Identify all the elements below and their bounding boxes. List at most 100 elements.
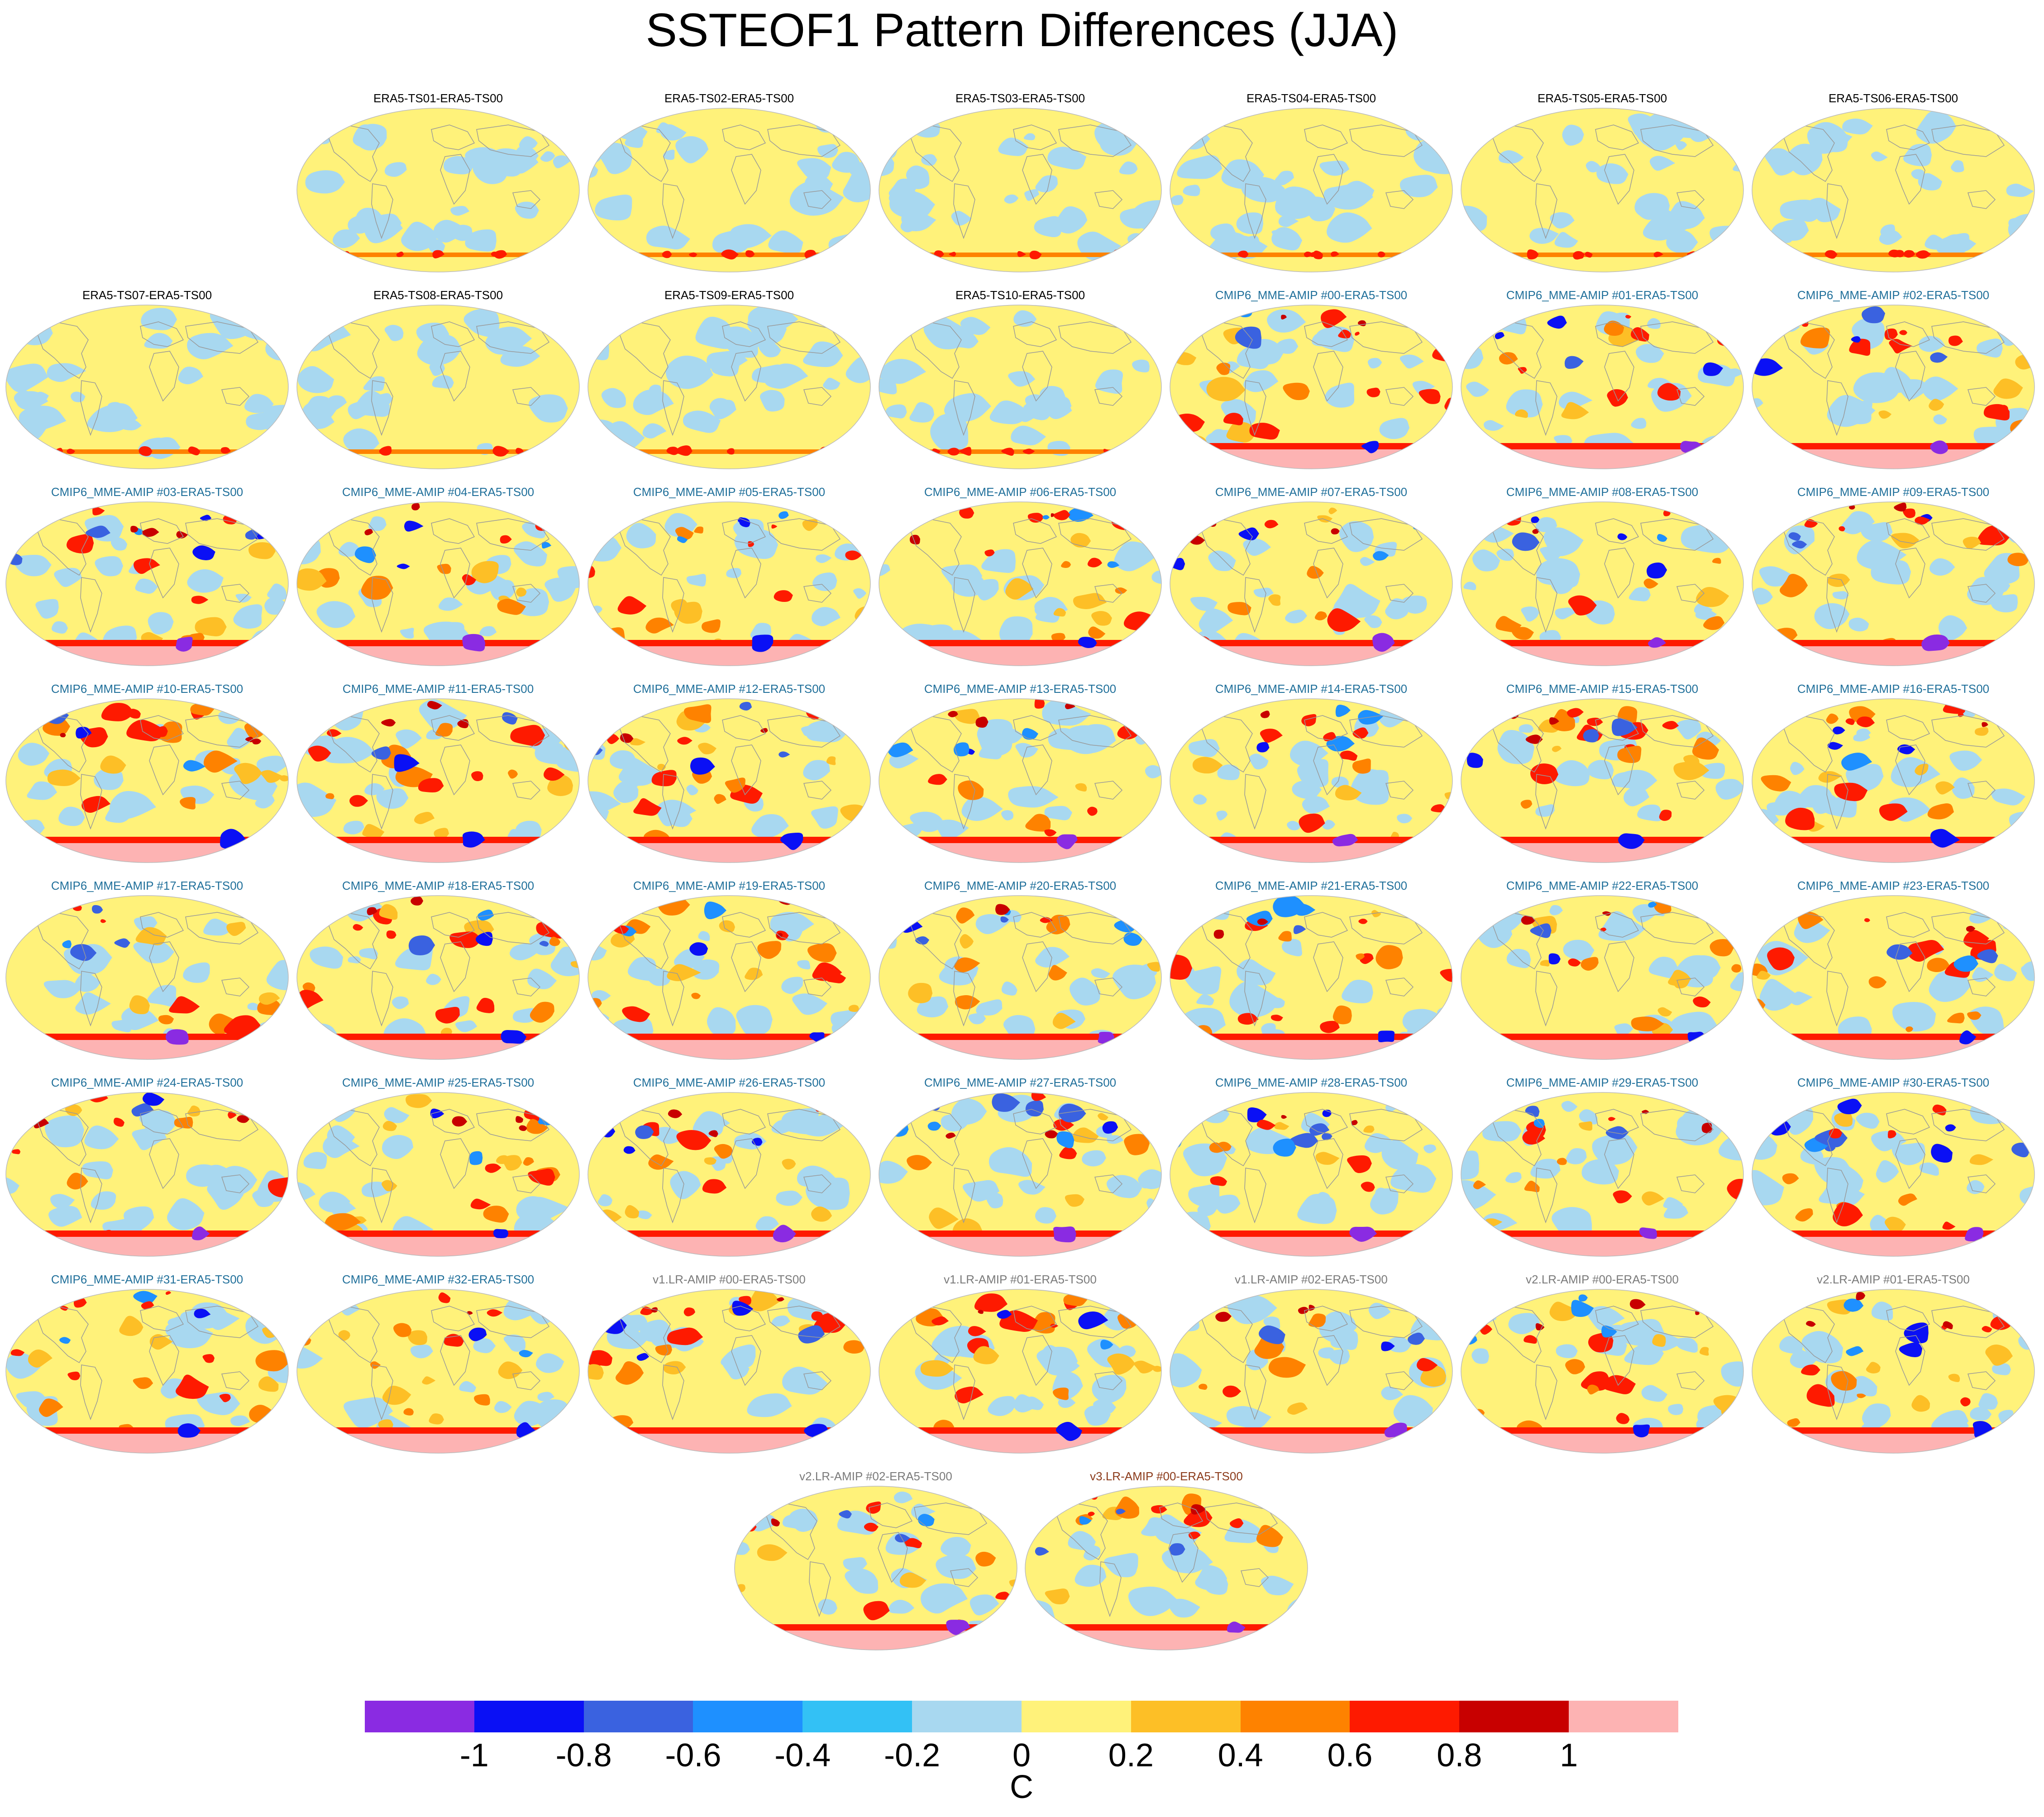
panel-label: CMIP6_MME-AMIP #06-ERA5-TS00: [924, 485, 1117, 499]
world-map: [5, 305, 289, 469]
world-map: [1752, 1289, 2035, 1454]
world-map: [879, 1289, 1162, 1454]
world-map: [879, 501, 1162, 666]
world-map: [1752, 501, 2035, 666]
world-map: [5, 501, 289, 666]
map-panel: v3.LR-AMIP #00-ERA5-TS00: [1024, 1469, 1309, 1659]
panel-label: CMIP6_MME-AMIP #15-ERA5-TS00: [1506, 682, 1699, 696]
colorbar-cell: [583, 1701, 693, 1732]
panel-label: CMIP6_MME-AMIP #19-ERA5-TS00: [633, 879, 826, 892]
panel-label: v2.LR-AMIP #00-ERA5-TS00: [1526, 1273, 1679, 1286]
map-panel: CMIP6_MME-AMIP #25-ERA5-TS00: [296, 1075, 581, 1265]
world-map: [1461, 1092, 1744, 1257]
colorbar: [365, 1701, 1678, 1732]
world-map: [1752, 108, 2035, 272]
map-panel: CMIP6_MME-AMIP #29-ERA5-TS00: [1460, 1075, 1745, 1265]
panel-label: ERA5-TS05-ERA5-TS00: [1537, 91, 1667, 105]
panel-label: CMIP6_MME-AMIP #24-ERA5-TS00: [51, 1076, 244, 1089]
world-map: [1752, 305, 2035, 469]
colorbar-cell: [1240, 1701, 1350, 1732]
panel-label: ERA5-TS09-ERA5-TS00: [664, 288, 794, 302]
world-map: [5, 1092, 289, 1257]
world-map: [1461, 501, 1744, 666]
map-panel: CMIP6_MME-AMIP #03-ERA5-TS00: [5, 484, 290, 674]
world-map: [5, 895, 289, 1060]
world-map: [587, 1289, 871, 1454]
world-map: [1170, 698, 1453, 863]
panel-label: CMIP6_MME-AMIP #10-ERA5-TS00: [51, 682, 244, 696]
panel-label: ERA5-TS01-ERA5-TS00: [373, 91, 503, 105]
map-panel: CMIP6_MME-AMIP #21-ERA5-TS00: [1169, 878, 1454, 1068]
panel-label: CMIP6_MME-AMIP #05-ERA5-TS00: [633, 485, 826, 499]
map-panel: CMIP6_MME-AMIP #05-ERA5-TS00: [587, 484, 872, 674]
panel-label: ERA5-TS02-ERA5-TS00: [664, 91, 794, 105]
map-panel: v2.LR-AMIP #00-ERA5-TS00: [1460, 1272, 1745, 1462]
map-panel: CMIP6_MME-AMIP #00-ERA5-TS00: [1169, 287, 1454, 477]
panel-label: ERA5-TS06-ERA5-TS00: [1828, 91, 1958, 105]
map-panel: CMIP6_MME-AMIP #04-ERA5-TS00: [296, 484, 581, 674]
colorbar-tick-label: 0.6: [1327, 1737, 1373, 1774]
map-panel: CMIP6_MME-AMIP #26-ERA5-TS00: [587, 1075, 872, 1265]
panel-label: CMIP6_MME-AMIP #31-ERA5-TS00: [51, 1273, 244, 1286]
map-panel: ERA5-TS08-ERA5-TS00: [296, 287, 581, 477]
colorbar-cell: [1350, 1701, 1460, 1732]
colorbar-cells: [365, 1701, 1678, 1732]
panel-label: ERA5-TS08-ERA5-TS00: [373, 288, 503, 302]
colorbar-tick-label: -1: [459, 1737, 489, 1774]
world-map: [1752, 895, 2035, 1060]
panel-label: CMIP6_MME-AMIP #23-ERA5-TS00: [1797, 879, 1990, 892]
panel-label: CMIP6_MME-AMIP #16-ERA5-TS00: [1797, 682, 1990, 696]
panel-label: v3.LR-AMIP #00-ERA5-TS00: [1090, 1469, 1243, 1483]
panel-label: CMIP6_MME-AMIP #28-ERA5-TS00: [1215, 1076, 1408, 1089]
map-panel: CMIP6_MME-AMIP #20-ERA5-TS00: [878, 878, 1163, 1068]
map-panel: CMIP6_MME-AMIP #01-ERA5-TS00: [1460, 287, 1745, 477]
colorbar-tick-label: 1: [1560, 1737, 1578, 1774]
world-map: [1461, 895, 1744, 1060]
world-map: [1170, 895, 1453, 1060]
figure-title: SSTEOF1 Pattern Differences (JJA): [645, 4, 1399, 57]
map-panel: v1.LR-AMIP #02-ERA5-TS00: [1169, 1272, 1454, 1462]
colorbar-tick-label: -0.8: [555, 1737, 612, 1774]
map-panel: v2.LR-AMIP #01-ERA5-TS00: [1751, 1272, 2036, 1462]
world-map: [296, 305, 580, 469]
world-map: [296, 895, 580, 1060]
colorbar-cell: [1459, 1701, 1569, 1732]
colorbar-cell: [1021, 1701, 1131, 1732]
colorbar-cell: [802, 1701, 912, 1732]
map-panel: CMIP6_MME-AMIP #11-ERA5-TS00: [296, 681, 581, 871]
colorbar-cell: [912, 1701, 1022, 1732]
colorbar-cell: [693, 1701, 803, 1732]
world-map: [1461, 108, 1744, 272]
map-panel: CMIP6_MME-AMIP #16-ERA5-TS00: [1751, 681, 2036, 871]
world-map: [734, 1486, 1017, 1650]
world-map: [5, 1289, 289, 1454]
panel-label: ERA5-TS03-ERA5-TS00: [955, 91, 1085, 105]
map-panel: v1.LR-AMIP #00-ERA5-TS00: [587, 1272, 872, 1462]
world-map: [879, 698, 1162, 863]
map-panel: ERA5-TS06-ERA5-TS00: [1751, 91, 2036, 281]
map-panel: CMIP6_MME-AMIP #07-ERA5-TS00: [1169, 484, 1454, 674]
map-panel: CMIP6_MME-AMIP #22-ERA5-TS00: [1460, 878, 1745, 1068]
map-panel: ERA5-TS02-ERA5-TS00: [587, 91, 872, 281]
world-map: [879, 108, 1162, 272]
panel-label: CMIP6_MME-AMIP #08-ERA5-TS00: [1506, 485, 1699, 499]
world-map: [296, 108, 580, 272]
map-panel: CMIP6_MME-AMIP #28-ERA5-TS00: [1169, 1075, 1454, 1265]
panel-label: CMIP6_MME-AMIP #03-ERA5-TS00: [51, 485, 244, 499]
colorbar-tick-label: 0.2: [1108, 1737, 1154, 1774]
colorbar-cell: [1569, 1701, 1678, 1732]
world-map: [1461, 305, 1744, 469]
panel-label: CMIP6_MME-AMIP #27-ERA5-TS00: [924, 1076, 1117, 1089]
map-panel: CMIP6_MME-AMIP #23-ERA5-TS00: [1751, 878, 2036, 1068]
map-panel: ERA5-TS03-ERA5-TS00: [878, 91, 1163, 281]
colorbar-tick-label: -0.6: [665, 1737, 721, 1774]
world-map: [1170, 1289, 1453, 1454]
panel-label: v2.LR-AMIP #01-ERA5-TS00: [1817, 1273, 1970, 1286]
world-map: [1752, 1092, 2035, 1257]
panel-label: CMIP6_MME-AMIP #18-ERA5-TS00: [342, 879, 535, 892]
map-panel: v2.LR-AMIP #02-ERA5-TS00: [733, 1469, 1018, 1659]
world-map: [296, 698, 580, 863]
map-panel: CMIP6_MME-AMIP #09-ERA5-TS00: [1751, 484, 2036, 674]
map-panel: CMIP6_MME-AMIP #06-ERA5-TS00: [878, 484, 1163, 674]
world-map: [5, 698, 289, 863]
